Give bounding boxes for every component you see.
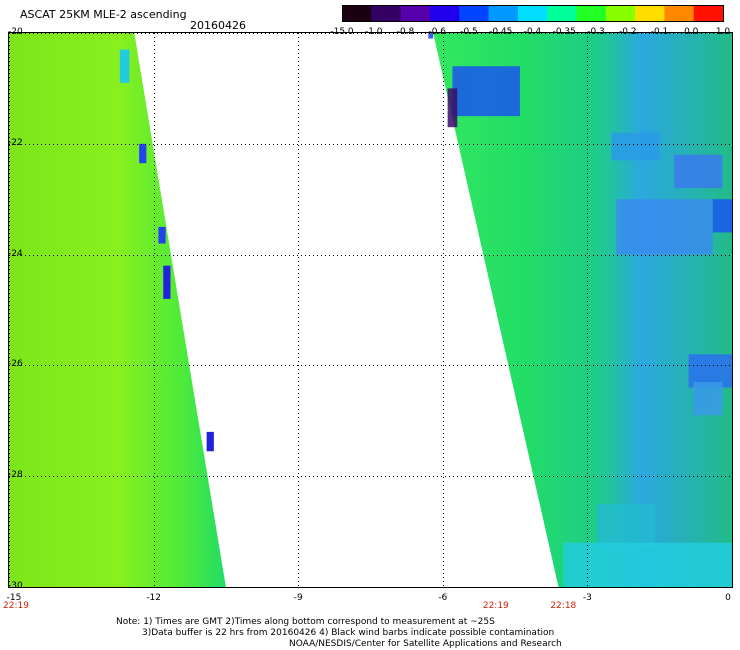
colorbar-segment xyxy=(635,5,665,21)
swath-patch xyxy=(163,265,171,299)
colorbar-label: 0.0 xyxy=(684,27,699,37)
latitude-tick-label: -20 xyxy=(8,27,23,37)
colorbar-label: -0.5 xyxy=(460,27,478,37)
colorbar-segment xyxy=(488,5,519,21)
colorbar xyxy=(342,5,724,22)
time-label: 22:18 xyxy=(550,601,577,611)
colorbar-label: -0.3 xyxy=(587,27,605,37)
colorbar-segment xyxy=(693,5,724,21)
swath-layer xyxy=(9,33,732,587)
latitude-tick-label: -24 xyxy=(8,248,23,259)
colorbar-label: 1.0 xyxy=(715,27,731,37)
longitude-tick-label: -3 xyxy=(582,593,592,603)
colorbar-label: -0.2 xyxy=(618,27,637,37)
latitude-tick-label: -26 xyxy=(8,359,23,370)
colorbar-frame xyxy=(342,5,724,22)
time-label: 22:19 xyxy=(3,601,29,611)
swath-patch xyxy=(158,226,166,244)
plot-frame xyxy=(8,32,733,588)
swath-patch xyxy=(563,542,732,587)
longitude-tick-label: -15 xyxy=(6,593,22,603)
colorbar-segment xyxy=(605,5,636,21)
colorbar-segment xyxy=(664,5,695,21)
swath-patch xyxy=(611,132,660,161)
colorbar-label: -0.6 xyxy=(428,27,447,37)
longitude-tick-label: -9 xyxy=(293,593,303,603)
colorbar-segment xyxy=(517,5,548,21)
swath-patch xyxy=(119,49,130,83)
colorbar-label: -0.4 xyxy=(523,27,542,37)
swath-patch xyxy=(712,199,732,233)
longitude-tick-label: -12 xyxy=(146,593,161,603)
swath-patch xyxy=(616,199,713,255)
colorbar-segment xyxy=(459,5,490,21)
chart-date: 20160426 xyxy=(190,19,246,32)
colorbar-segment xyxy=(429,5,460,21)
colorbar-segment xyxy=(400,5,431,21)
swath-patch xyxy=(428,33,434,39)
latitude-tick-label: -28 xyxy=(8,470,23,481)
swath-patch xyxy=(206,431,214,452)
time-label: 22:19 xyxy=(482,601,509,611)
latitude-tick-label: -22 xyxy=(8,137,23,148)
longitude-tick-label: -6 xyxy=(438,593,448,603)
swath-patch xyxy=(674,154,723,189)
chart-title: ASCAT 25KM MLE-2 ascending xyxy=(20,8,187,21)
colorbar-label: -0.8 xyxy=(396,27,415,37)
colorbar-segment xyxy=(547,5,578,21)
swath-patch xyxy=(447,88,458,128)
longitude-tick-label: 0 xyxy=(725,593,731,603)
colorbar-segment xyxy=(576,5,607,21)
swath-patch xyxy=(597,503,655,549)
swath-patch xyxy=(452,66,520,117)
colorbar-label: -0.1 xyxy=(650,27,669,37)
note-line-3: NOAA/NESDIS/Center for Satellite Applica… xyxy=(289,639,562,649)
swath-patch xyxy=(693,382,723,416)
colorbar-segment xyxy=(371,5,402,21)
colorbar-label: -15.0 xyxy=(330,27,354,37)
latitude-tick-label: -30 xyxy=(8,581,23,591)
colorbar-label: -0.35 xyxy=(552,27,576,37)
swath-western xyxy=(9,33,226,587)
colorbar-label: -1.0 xyxy=(364,27,383,37)
swath-eastern xyxy=(433,33,732,587)
colorbar-label: -0.45 xyxy=(489,27,513,37)
note-line-1: Note: 1) Times are GMT 2)Times along bot… xyxy=(116,617,495,627)
swath-patch xyxy=(139,143,147,164)
note-line-2: 3)Data buffer is 22 hrs from 20160426 4)… xyxy=(142,628,555,638)
colorbar-segment xyxy=(342,5,372,21)
